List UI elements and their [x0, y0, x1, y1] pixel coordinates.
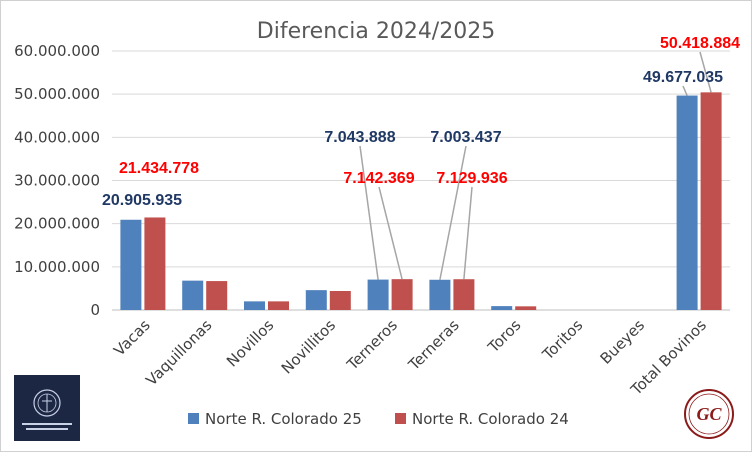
bar [367, 279, 389, 310]
legend: Norte R. Colorado 25 Norte R. Colorado 24 [188, 410, 569, 428]
data-label: 50.418.884 [660, 35, 740, 52]
category-label: Vacas [110, 316, 154, 360]
data-label: 7.043.888 [324, 129, 395, 146]
gc-logo: GC [683, 388, 735, 440]
bar [144, 217, 166, 310]
gc-logo-text: GC [696, 404, 722, 424]
data-label: 20.905.935 [102, 192, 182, 209]
bar [429, 279, 451, 310]
bar [515, 306, 537, 310]
y-tick-label: 30.000.000 [14, 172, 100, 190]
bar [391, 279, 413, 310]
category-label: Toritos [538, 316, 586, 364]
bar [700, 92, 722, 310]
data-label: 7.142.369 [343, 170, 414, 187]
y-tick-label: 20.000.000 [14, 215, 100, 233]
bar [244, 301, 265, 310]
grid-lines [112, 50, 730, 311]
category-label: Novillos [223, 316, 277, 370]
leader-lines [359, 51, 712, 280]
data-label: 21.434.778 [119, 160, 199, 177]
y-tick-label: 50.000.000 [14, 85, 100, 103]
leader-line [439, 145, 467, 280]
bar [329, 291, 351, 310]
data-labels: 20.905.935 21.434.778 7.043.888 7.142.369 7.… [102, 35, 740, 209]
leader-line [378, 186, 403, 280]
legend-swatch [188, 413, 199, 424]
legend-label: Norte R. Colorado 25 [205, 410, 362, 428]
y-axis-ticks: 0 10.000.000 20.000.000 30.000.000 40.000.00… [14, 42, 100, 319]
leader-line [463, 186, 473, 280]
bar [120, 219, 142, 310]
bar [453, 279, 475, 310]
leader-line [682, 85, 688, 96]
category-label: Toros [484, 316, 525, 357]
chart-title: Diferencia 2024/2025 [257, 19, 495, 44]
bar [491, 306, 513, 310]
y-tick-label: 60.000.000 [14, 42, 100, 60]
category-label: Bueyes [597, 316, 649, 368]
y-tick-label: 0 [90, 301, 100, 319]
secretaria-logo [14, 375, 80, 441]
bar [268, 301, 289, 310]
leader-line [699, 51, 712, 93]
y-tick-label: 40.000.000 [14, 128, 100, 146]
category-label: Novillitos [278, 316, 340, 378]
bar [305, 290, 327, 310]
bars [120, 92, 722, 311]
data-label: 7.129.936 [436, 170, 507, 187]
legend-label: Norte R. Colorado 24 [412, 410, 569, 428]
data-label: 7.003.437 [430, 129, 501, 146]
category-label: Terneras [404, 316, 463, 375]
bar [182, 280, 204, 310]
category-label: Terneros [343, 316, 401, 374]
y-tick-label: 10.000.000 [14, 258, 100, 276]
legend-swatch [395, 413, 406, 424]
bar [206, 281, 228, 310]
bar [676, 95, 698, 311]
data-label: 49.677.035 [643, 69, 723, 86]
leader-line [359, 145, 379, 280]
category-label: Vaquillonas [142, 316, 215, 389]
